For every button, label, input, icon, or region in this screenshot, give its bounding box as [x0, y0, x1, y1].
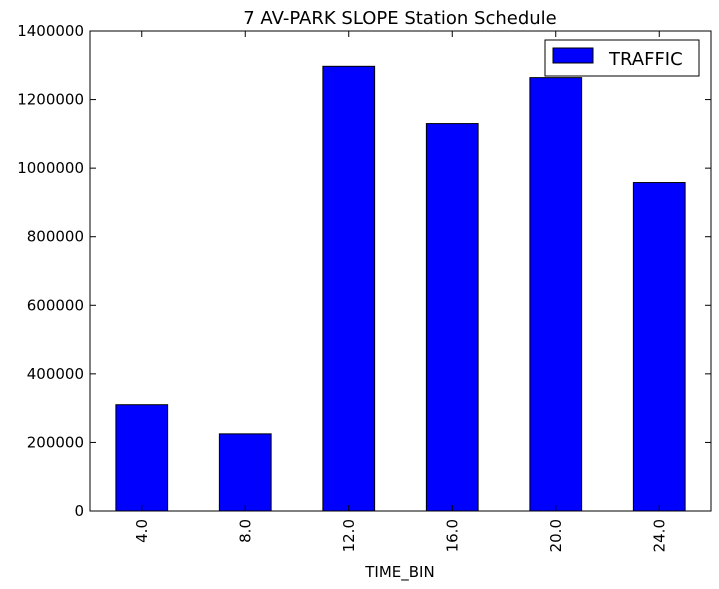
bars-group: [115, 65, 686, 512]
y-tick-label-0: 0: [74, 502, 84, 520]
y-tick-label-1400000: 1400000: [17, 22, 84, 40]
bar-12.0: [322, 65, 376, 512]
x-tick-label-24.0: 24.0: [650, 519, 668, 552]
y-tick-label-1200000: 1200000: [17, 91, 84, 109]
y-axis-ticks: 0 200000 400000 600000 800000 1000000 1200000 1…: [17, 22, 711, 520]
bar-24.0: [632, 182, 686, 512]
bar-20.0: [529, 77, 583, 512]
x-axis-label: TIME_BIN: [364, 563, 434, 582]
bar-8.0: [218, 433, 272, 512]
y-tick-label-1000000: 1000000: [17, 159, 84, 177]
legend: TRAFFIC: [544, 39, 700, 77]
chart-title: 7 AV-PARK SLOPE Station Schedule: [243, 8, 557, 29]
x-tick-label-4.0: 4.0: [133, 519, 151, 543]
bar-4.0: [115, 404, 169, 512]
legend-label-traffic: TRAFFIC: [608, 49, 683, 70]
y-tick-label-600000: 600000: [27, 296, 84, 314]
y-tick-label-200000: 200000: [27, 433, 84, 451]
legend-swatch: [552, 47, 594, 64]
x-axis-ticks: 4.0 8.0 12.0 16.0 20.0 24.0: [133, 31, 668, 552]
y-tick-label-400000: 400000: [27, 365, 84, 383]
y-tick-label-800000: 800000: [27, 228, 84, 246]
x-tick-label-16.0: 16.0: [443, 519, 461, 552]
x-tick-label-20.0: 20.0: [547, 519, 565, 552]
plot-frame: [89, 30, 712, 512]
bar-16.0: [425, 123, 479, 512]
x-tick-label-12.0: 12.0: [340, 519, 358, 552]
x-tick-label-8.0: 8.0: [236, 519, 254, 543]
